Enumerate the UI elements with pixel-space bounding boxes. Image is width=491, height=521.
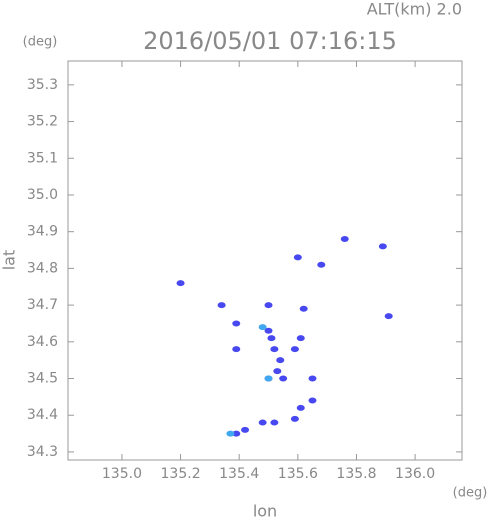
echo-point — [308, 397, 317, 404]
y-tick-label: 34.7 — [27, 297, 58, 313]
y-tick-label: 34.6 — [27, 334, 58, 350]
x-tick-label: 135.0 — [102, 466, 142, 482]
chart-title: 2016/05/01 07:16:15 — [143, 27, 397, 55]
x-tick-label: 135.4 — [219, 466, 259, 482]
echo-point — [264, 375, 273, 382]
echo-point — [276, 357, 285, 364]
echo-point — [296, 335, 305, 342]
echo-point — [378, 243, 387, 250]
echo-point — [293, 254, 302, 261]
x-tick-label: 135.8 — [336, 466, 376, 482]
echo-point — [296, 404, 305, 411]
echo-point — [290, 415, 299, 422]
y-tick-label: 35.1 — [27, 150, 58, 166]
echo-point — [258, 419, 267, 426]
y-tick-label: 34.4 — [27, 407, 58, 423]
y-tick-label: 35.0 — [27, 187, 58, 203]
echo-point — [264, 327, 273, 334]
echo-point — [232, 346, 241, 353]
y-tick-label: 35.2 — [27, 114, 58, 130]
echo-point — [308, 375, 317, 382]
echo-point — [270, 346, 279, 353]
y-tick-label: 35.3 — [27, 77, 58, 93]
echo-point — [264, 302, 273, 309]
x-unit: (deg) — [453, 486, 488, 501]
subtitle: ALT(km) 2.0 — [367, 0, 462, 19]
y-tick-label: 34.8 — [27, 260, 58, 276]
x-tick-label: 135.2 — [161, 466, 201, 482]
x-axis-label: lon — [253, 502, 277, 521]
y-unit: (deg) — [23, 35, 58, 50]
echo-point — [217, 302, 226, 309]
echo-point — [279, 375, 288, 382]
echo-point — [226, 430, 235, 437]
echo-point — [384, 313, 393, 320]
y-axis-label: lat — [0, 250, 19, 271]
echo-point — [258, 324, 267, 331]
echo-point — [317, 261, 326, 268]
echo-point — [270, 419, 279, 426]
echo-point — [273, 368, 282, 375]
plot-frame — [67, 60, 463, 461]
y-tick-label: 34.9 — [27, 224, 58, 240]
x-tick-label: 135.6 — [278, 466, 318, 482]
echo-point — [232, 430, 241, 437]
y-tick-label: 34.5 — [27, 371, 58, 387]
x-tick-label: 136.0 — [395, 466, 435, 482]
echo-point — [290, 346, 299, 353]
y-tick-label: 34.3 — [27, 444, 58, 460]
echo-point — [340, 236, 349, 243]
echo-point — [176, 280, 185, 287]
echo-point — [267, 335, 276, 342]
echo-point — [299, 305, 308, 312]
echo-point — [241, 426, 250, 433]
echo-point — [232, 320, 241, 327]
